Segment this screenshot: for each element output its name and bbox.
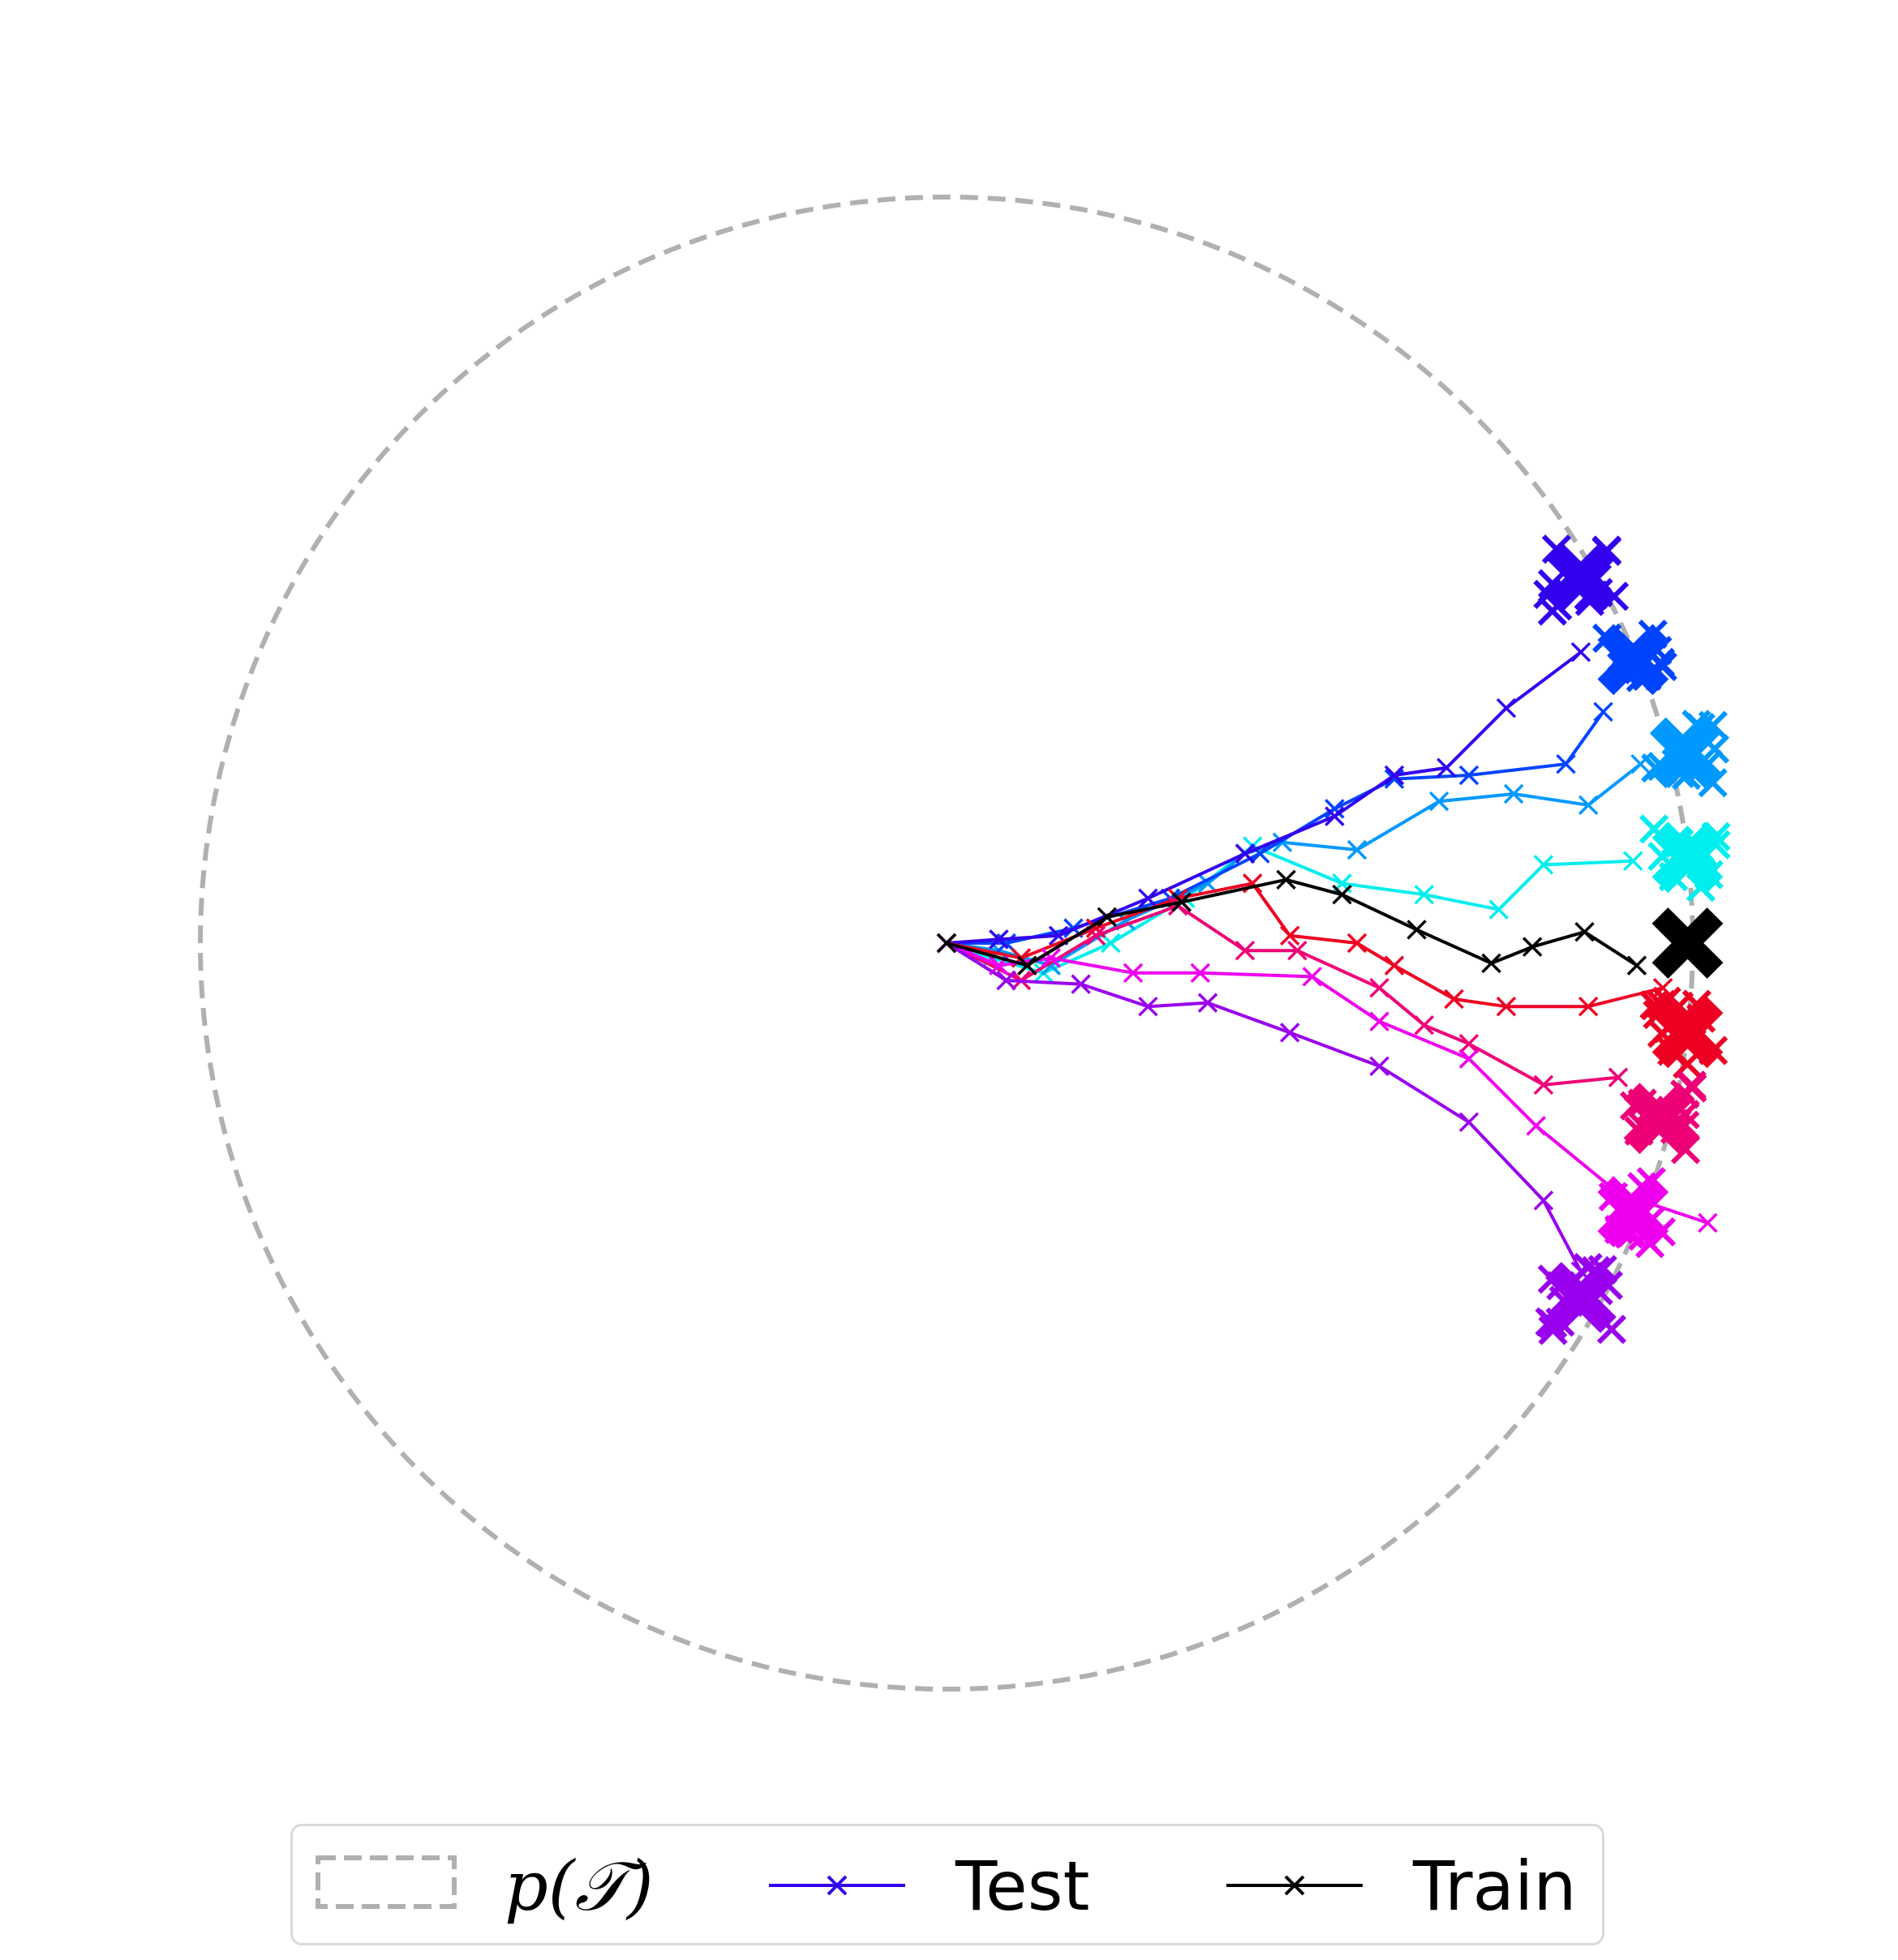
test-point-2-9 (1593, 701, 1613, 723)
test-point-4-5 (1279, 925, 1300, 946)
train-point-0-2 (1097, 907, 1118, 928)
train-point-0-3 (1171, 892, 1192, 912)
test-point-1-7 (1346, 839, 1368, 860)
train-point-0-5 (1332, 884, 1352, 905)
legend-test-label: Test (955, 1846, 1090, 1926)
train-point-0-0 (936, 933, 957, 954)
test-point-3-9 (1570, 641, 1591, 663)
test-point-2-4 (1250, 843, 1270, 864)
test-goal-3 (1545, 542, 1617, 614)
test-point-0-3 (1101, 933, 1121, 954)
test-trajectory-3 (946, 650, 1582, 945)
test-point-3-7 (1436, 757, 1457, 778)
legend (290, 1824, 1604, 1945)
test-point-2-5 (1325, 799, 1345, 819)
test-point-6-2 (1041, 948, 1062, 968)
test-point-1-9 (1503, 783, 1524, 804)
test-point-6-10 (1698, 1212, 1718, 1233)
test-point-7-8 (1533, 1190, 1554, 1211)
test-point-3-4 (1235, 843, 1256, 864)
test-point-0-8 (1488, 899, 1509, 920)
test-point-5-5 (1287, 940, 1308, 961)
test-point-4-7 (1384, 955, 1405, 976)
test-trajectory-7 (945, 941, 1582, 1272)
test-goal-2 (1597, 624, 1669, 696)
test-point-4-6 (1346, 933, 1368, 954)
test-point-6-5 (1302, 967, 1323, 987)
legend-test-marker (827, 1875, 848, 1896)
test-point-5-4 (1235, 940, 1256, 961)
test-point-5-2 (1085, 925, 1106, 946)
test-point-3-5 (1325, 806, 1345, 826)
test-point-4-8 (1444, 989, 1464, 1010)
test-point-1-8 (1428, 791, 1449, 812)
test-point-7-6 (1369, 1056, 1389, 1077)
test-point-6-8 (1526, 1116, 1547, 1136)
train-point-0-4 (1276, 869, 1296, 890)
test-point-7-3 (1138, 996, 1158, 1017)
train-point-0-9 (1574, 921, 1595, 942)
test-point-3-1 (989, 929, 1009, 950)
train-point-0-6 (1406, 920, 1427, 940)
test-goal-5 (1623, 1083, 1695, 1155)
test-point-6-6 (1369, 1011, 1389, 1031)
test-point-2-8 (1556, 753, 1576, 774)
test-point-6-4 (1190, 963, 1211, 984)
test-goal-7 (1545, 1262, 1617, 1333)
legend-train-marker (1284, 1875, 1305, 1896)
test-point-4-10 (1578, 996, 1599, 1017)
test-point-2-7 (1458, 765, 1479, 786)
test-point-0-7 (1414, 884, 1435, 905)
legend-task-distribution-swatch (316, 1855, 457, 1909)
test-point-7-1 (996, 970, 1016, 991)
test-point-3-3 (1138, 888, 1158, 909)
test-point-7-4 (1197, 993, 1218, 1013)
test-goal-0 (1651, 821, 1724, 894)
test-point-0-9 (1533, 855, 1554, 875)
test-point-5-6 (1369, 977, 1389, 998)
legend-train-label: Train (1413, 1846, 1577, 1926)
test-goal-1 (1649, 717, 1721, 789)
test-point-3-6 (1384, 765, 1405, 786)
test-point-6-7 (1458, 1049, 1479, 1069)
train-goal (1651, 907, 1724, 979)
test-point-5-10 (1608, 1067, 1629, 1087)
test-goal-6 (1597, 1176, 1669, 1248)
test-point-3-8 (1496, 697, 1517, 718)
test-point-5-7 (1414, 1014, 1435, 1036)
train-point-0-10 (1626, 955, 1647, 976)
test-point-7-5 (1279, 1023, 1300, 1043)
test-point-6-3 (1123, 963, 1144, 984)
test-point-7-2 (1071, 974, 1091, 994)
test-point-4-9 (1496, 996, 1517, 1017)
train-point-0-1 (1017, 955, 1037, 976)
legend-task-distribution-label: p(𝒯) (505, 1846, 654, 1926)
test-point-7-7 (1458, 1112, 1479, 1133)
train-point-0-7 (1481, 953, 1501, 974)
test-point-5-9 (1533, 1074, 1554, 1096)
train-point-0-8 (1522, 937, 1543, 957)
test-point-5-8 (1458, 1033, 1479, 1054)
test-point-0-10 (1623, 851, 1643, 872)
test-goal-4 (1651, 997, 1724, 1069)
test-point-1-10 (1578, 795, 1599, 816)
